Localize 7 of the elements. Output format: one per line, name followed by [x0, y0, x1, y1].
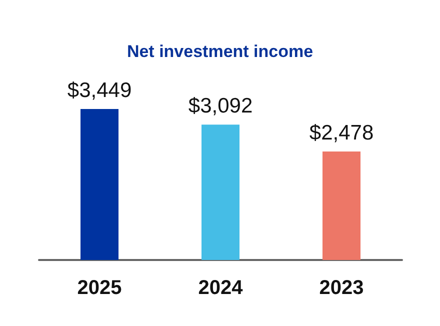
data-label: $3,092 [188, 94, 253, 118]
data-label: $3,449 [67, 79, 132, 102]
x-tick-label: 2024 [198, 277, 244, 299]
chart-title: Net investment income [126, 42, 314, 61]
x-tick-label: 2023 [319, 277, 364, 299]
x-tick-label: 2025 [77, 277, 122, 299]
data-label: $2,478 [309, 122, 374, 145]
